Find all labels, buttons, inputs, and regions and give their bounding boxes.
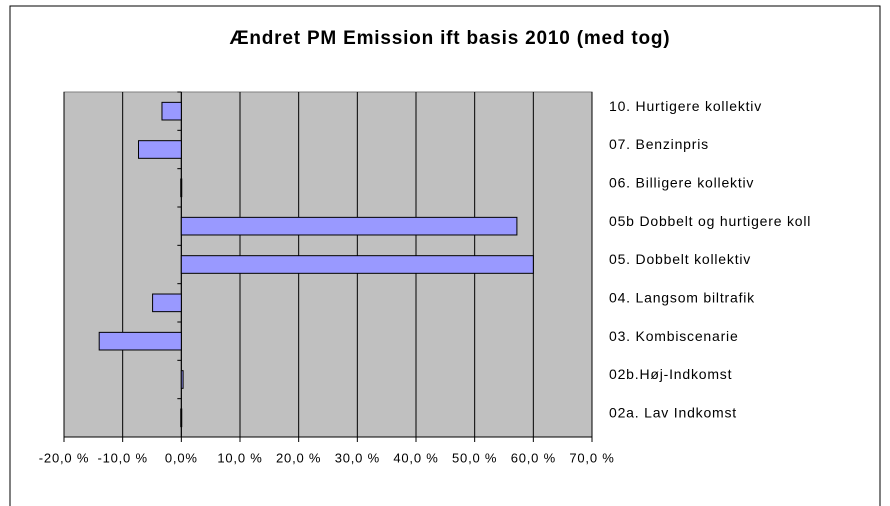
x-tick-label: -10,0 %: [97, 450, 147, 465]
bar: [180, 255, 534, 274]
x-tick-label: 0,0%: [165, 450, 198, 465]
category-label: 03. Kombiscenarie: [609, 328, 739, 344]
x-tick-label: 50,0 %: [452, 450, 497, 465]
x-tick-label: 60,0 %: [511, 450, 556, 465]
x-tick-label: 70,0 %: [569, 450, 614, 465]
category-label: 02b.Høj-Indkomst: [609, 366, 732, 382]
category-label: 02a. Lav Indkomst: [609, 405, 737, 421]
x-tick-label: 20,0 %: [276, 450, 321, 465]
x-tick-label: 40,0 %: [393, 450, 438, 465]
category-label: 06. Billigere kollektiv: [609, 175, 754, 191]
bar: [180, 408, 183, 428]
bar: [138, 140, 182, 159]
category-label: 05. Dobbelt kollektiv: [609, 251, 751, 267]
x-tick-label: -20,0 %: [39, 450, 89, 465]
bar: [180, 178, 183, 198]
bar: [180, 370, 184, 389]
bar: [161, 101, 182, 121]
category-label: 05b Dobbelt og hurtigere koll: [609, 213, 811, 229]
chart-title: Ændret PM Emission ift basis 2010 (med t…: [230, 28, 671, 49]
bar: [180, 216, 518, 236]
category-label: 07. Benzinpris: [609, 136, 709, 152]
category-label: 10. Hurtigere kollektiv: [609, 98, 762, 114]
bar: [152, 293, 182, 313]
bar: [98, 331, 182, 351]
category-label: 04. Langsom biltrafik: [609, 290, 755, 306]
x-tick-label: 10,0 %: [217, 450, 262, 465]
x-tick-label: 30,0 %: [335, 450, 380, 465]
